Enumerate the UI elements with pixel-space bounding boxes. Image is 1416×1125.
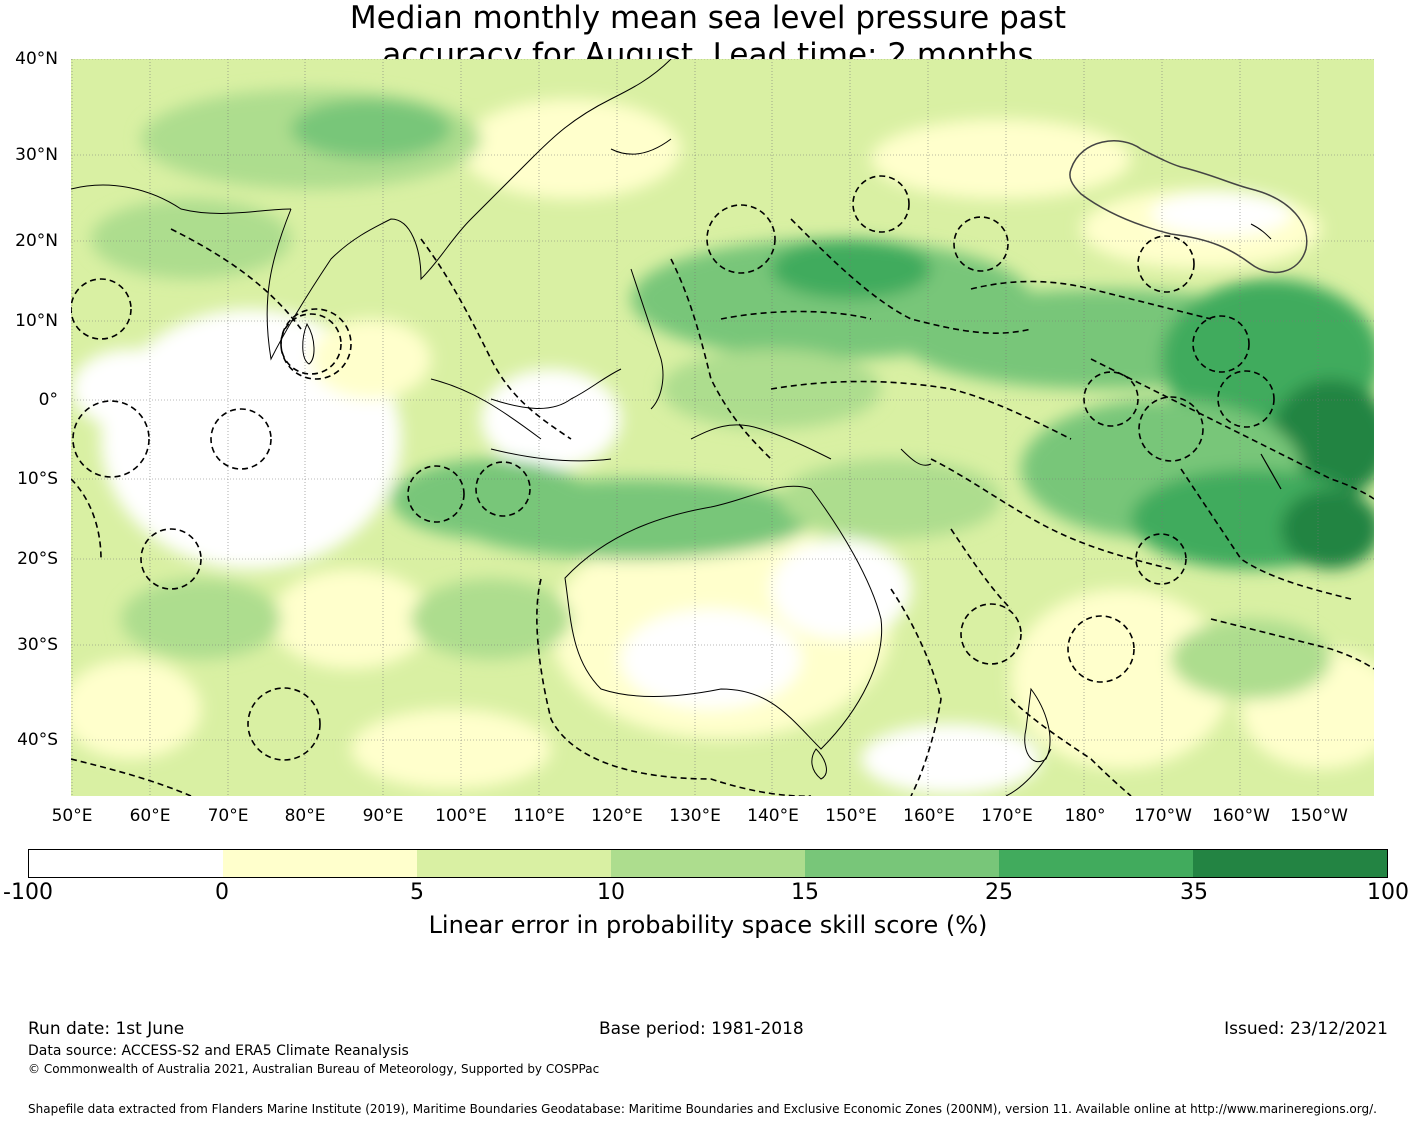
- skill-score-map: [71, 59, 1374, 796]
- colorbar-label: Linear error in probability space skill …: [428, 911, 988, 939]
- lon-label-170w: 170°W: [1134, 806, 1192, 826]
- lon-label-70e: 70°E: [207, 806, 249, 826]
- issued-date: Issued: 23/12/2021: [1224, 1019, 1388, 1039]
- lat-label-30n: 30°N: [15, 145, 58, 165]
- lon-label-50e: 50°E: [51, 806, 93, 826]
- colorbar-tick-label: 0: [215, 880, 229, 905]
- colorbar: [28, 849, 1388, 878]
- lon-label-180: 180°: [1064, 806, 1106, 826]
- lon-label-120e: 120°E: [591, 806, 643, 826]
- lon-label-130e: 130°E: [669, 806, 721, 826]
- run-date: Run date: 1st June: [28, 1019, 185, 1039]
- lat-label-30s: 30°S: [17, 635, 58, 655]
- colorbar-tick-label: 15: [791, 880, 819, 905]
- lat-label-20n: 20°N: [15, 231, 58, 251]
- colorbar-tick-label: 10: [597, 880, 625, 905]
- shapefile-credit: Shapefile data extracted from Flanders M…: [28, 1102, 1377, 1116]
- lon-label-170e: 170°E: [981, 806, 1033, 826]
- colorbar-segment: [29, 850, 223, 877]
- lon-label-110e: 110°E: [513, 806, 565, 826]
- colorbar-segment: [1193, 850, 1387, 877]
- copyright-notice: © Commonwealth of Australia 2021, Austra…: [28, 1062, 600, 1076]
- colorbar-tick-label: 5: [410, 880, 424, 905]
- lon-label-140e: 140°E: [747, 806, 799, 826]
- colorbar-tick-label: -100: [3, 880, 53, 905]
- lon-label-60e: 60°E: [129, 806, 171, 826]
- lon-label-150e: 150°E: [825, 806, 877, 826]
- lat-label-40n: 40°N: [15, 49, 58, 69]
- colorbar-segment: [417, 850, 611, 877]
- lon-label-160e: 160°E: [903, 806, 955, 826]
- lat-label-10n: 10°N: [15, 311, 58, 331]
- lat-label-10s: 10°S: [17, 469, 58, 489]
- colorbar-segment: [611, 850, 805, 877]
- colorbar-segment: [223, 850, 417, 877]
- base-period: Base period: 1981-2018: [599, 1019, 804, 1039]
- colorbar-segment: [805, 850, 999, 877]
- lon-label-150w: 150°W: [1290, 806, 1348, 826]
- colorbar-tick-label: 25: [985, 880, 1013, 905]
- colorbar-tick-label: 35: [1180, 880, 1208, 905]
- lat-label-0: 0°: [38, 390, 58, 410]
- colorbar-tick-label: 100: [1367, 880, 1409, 905]
- lon-label-160w: 160°W: [1212, 806, 1270, 826]
- data-source: Data source: ACCESS-S2 and ERA5 Climate …: [28, 1043, 409, 1059]
- lat-label-40s: 40°S: [17, 730, 58, 750]
- lat-label-20s: 20°S: [17, 549, 58, 569]
- lon-label-100e: 100°E: [435, 806, 487, 826]
- map-title-line-1: Median monthly mean sea level pressure p…: [349, 0, 1067, 36]
- colorbar-segment: [999, 850, 1193, 877]
- lon-label-90e: 90°E: [362, 806, 404, 826]
- lon-label-80e: 80°E: [284, 806, 326, 826]
